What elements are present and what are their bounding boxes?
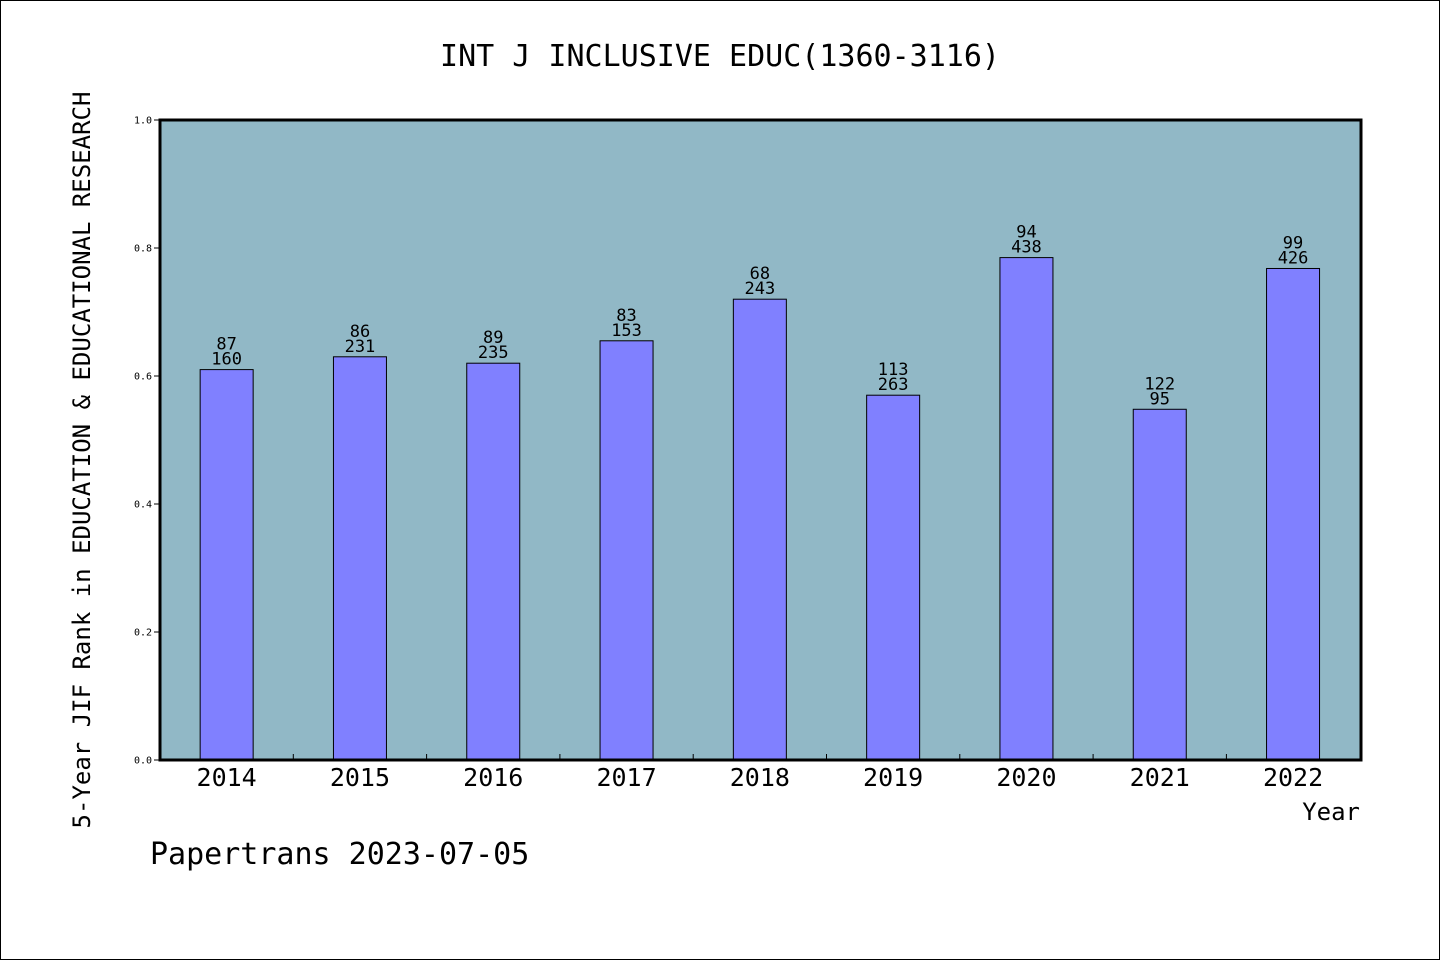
bar-rank-label: 86 <box>350 322 370 342</box>
bar-total-label: 438 <box>1011 238 1042 258</box>
bar-total-label: 235 <box>478 343 509 363</box>
x-tick-label: 2022 <box>1263 763 1323 792</box>
bar-total-label: 153 <box>611 321 642 341</box>
x-axis-label: Year <box>1302 798 1360 826</box>
x-tick-label: 2015 <box>330 763 390 792</box>
bar <box>199 369 254 761</box>
x-axis: 2014 2015 2016 2017 2018 2019 2020 2021 2022 <box>197 754 1323 792</box>
bar-rank-label: 99 <box>1283 233 1303 253</box>
bar <box>332 356 387 761</box>
x-tick-label: 2021 <box>1130 763 1190 792</box>
y-tick-label: 0.4 <box>134 500 152 511</box>
bar-rank-label: 89 <box>483 328 503 348</box>
bar-rank-label: 94 <box>1016 223 1036 243</box>
chart-title: INT J INCLUSIVE EDUC(1360-3116) <box>440 39 1000 74</box>
bar-rank-label: 68 <box>750 264 770 284</box>
bar-rank-label: 122 <box>1144 374 1175 394</box>
footer-credit: Papertrans 2023-07-05 <box>150 837 529 872</box>
y-tick-label: 0.8 <box>134 244 152 255</box>
bar-total-label: 426 <box>1278 248 1309 268</box>
y-tick-label: 0.2 <box>134 628 152 639</box>
bar <box>999 257 1054 761</box>
plot-border <box>158 118 1363 762</box>
bar <box>1132 408 1187 761</box>
bar <box>466 362 521 761</box>
y-axis: 0.0 0.2 0.4 0.6 0.8 1.0 <box>134 116 160 767</box>
bar-rank-label: 83 <box>616 306 636 326</box>
x-tick-label: 2018 <box>730 763 790 792</box>
bar-total-label: 243 <box>744 279 775 299</box>
bar <box>599 340 654 761</box>
y-axis-label: 5-Year JIF Rank in EDUCATION & EDUCATION… <box>68 92 96 829</box>
x-tick-label: 2014 <box>197 763 257 792</box>
bar <box>732 298 787 761</box>
bar-total-label: 263 <box>878 375 909 395</box>
bar-rank-label: 113 <box>878 360 909 380</box>
y-tick-label: 0.0 <box>134 756 152 767</box>
bar-total-label: 231 <box>345 337 376 357</box>
bars-group <box>199 257 1321 761</box>
bar-total-label: 95 <box>1150 389 1170 409</box>
bar-total-label: 160 <box>211 350 242 370</box>
bar-rank-label: 87 <box>216 335 236 355</box>
bar <box>866 394 921 761</box>
x-tick-label: 2019 <box>863 763 923 792</box>
bar <box>1266 267 1321 761</box>
y-tick-label: 0.6 <box>134 372 152 383</box>
x-tick-label: 2017 <box>596 763 656 792</box>
x-tick-label: 2020 <box>996 763 1056 792</box>
x-tick-label: 2016 <box>463 763 523 792</box>
y-tick-label: 1.0 <box>134 116 152 127</box>
